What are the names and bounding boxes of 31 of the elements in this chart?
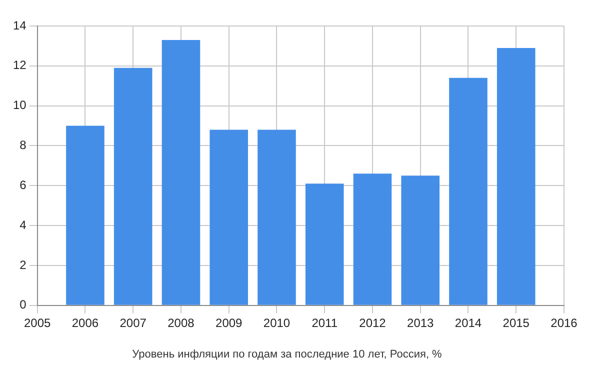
bar (401, 176, 440, 305)
x-tick-label: 2014 (454, 316, 482, 330)
bar (449, 78, 488, 305)
y-tick-label: 2 (20, 258, 27, 272)
bar (162, 40, 200, 305)
x-tick-label: 2006 (72, 316, 99, 330)
y-tick-label: 10 (12, 98, 27, 112)
bar (353, 174, 392, 305)
x-tick-label: 2009 (216, 316, 243, 330)
x-tick-label: 2005 (24, 316, 52, 330)
y-tick-label: 0 (20, 298, 27, 312)
x-tick-label: 2013 (407, 316, 434, 330)
bar (258, 130, 296, 305)
x-tick-label: 2015 (502, 316, 530, 330)
x-tick-label: 2010 (263, 316, 290, 330)
x-tick-label: 2007 (120, 316, 147, 330)
y-tick-label: 8 (20, 138, 27, 152)
x-tick-label: 2012 (359, 316, 386, 330)
y-tick-label: 6 (20, 178, 27, 192)
bar (114, 68, 152, 305)
text: Уровень инфляции по годам за последние 10 лет, Россия, % (132, 348, 442, 360)
x-tick-label: 2011 (312, 316, 338, 330)
bar (66, 126, 104, 305)
bar (305, 184, 344, 305)
bar (210, 130, 248, 305)
y-tick-label: 14 (12, 18, 27, 32)
x-tick-label: 2008 (168, 316, 195, 330)
bar (496, 48, 536, 305)
x-tick-label: 2016 (550, 316, 578, 330)
y-tick-label: 4 (20, 218, 27, 232)
y-tick-label: 12 (12, 58, 27, 72)
